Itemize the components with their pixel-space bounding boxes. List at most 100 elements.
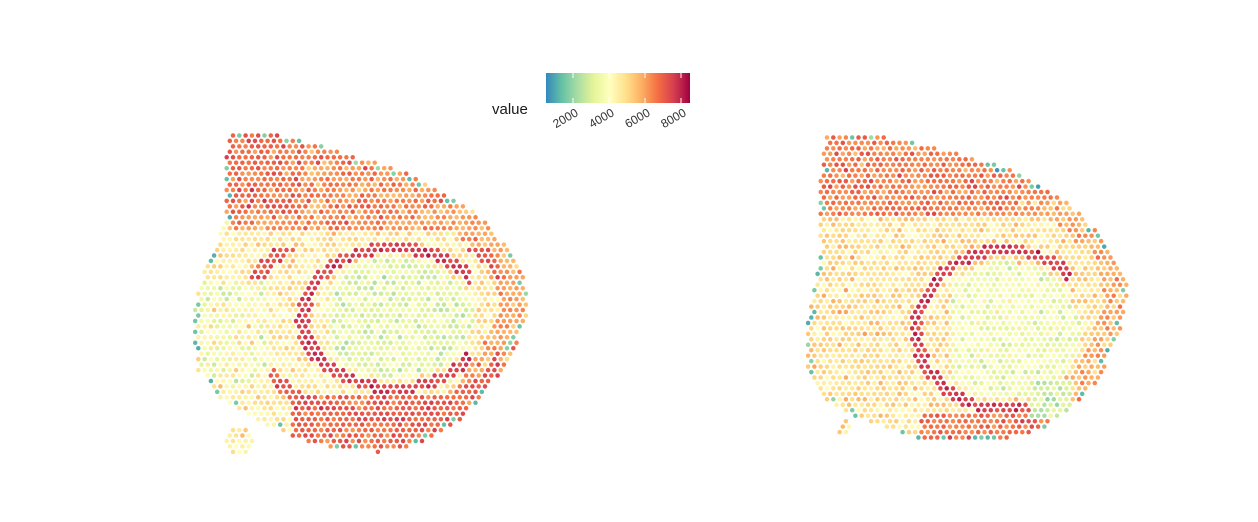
spot: [950, 364, 956, 369]
spot: [957, 167, 962, 173]
spot: [372, 324, 377, 329]
spot: [890, 391, 896, 397]
spot: [849, 342, 855, 348]
spot: [435, 400, 440, 406]
spot: [507, 275, 513, 280]
spot: [853, 369, 858, 375]
spot: [872, 238, 877, 244]
spot: [805, 342, 811, 348]
spot: [1026, 407, 1031, 413]
spot: [363, 296, 368, 302]
spot: [1020, 364, 1025, 369]
spot: [419, 351, 425, 356]
spot: [271, 215, 277, 220]
spot: [511, 324, 516, 329]
spot: [246, 389, 251, 395]
spot: [931, 397, 937, 402]
spot: [941, 391, 946, 397]
spot: [938, 287, 943, 293]
spot: [856, 353, 861, 358]
spot: [476, 340, 481, 346]
spot: [837, 244, 842, 249]
spot: [473, 291, 478, 296]
spot: [953, 304, 959, 309]
spot: [998, 260, 1003, 266]
spot: [489, 264, 494, 269]
spot: [432, 416, 437, 422]
spot: [243, 155, 248, 160]
spot: [221, 247, 226, 253]
spot: [938, 331, 943, 337]
spot: [1073, 304, 1079, 309]
spot: [1026, 353, 1031, 358]
spot: [322, 422, 327, 427]
spot: [274, 275, 280, 280]
spot: [514, 307, 519, 313]
spot: [520, 296, 526, 302]
spot: [246, 411, 251, 416]
spot: [306, 220, 311, 225]
spot: [818, 342, 823, 348]
spot: [328, 356, 333, 362]
spot: [416, 367, 422, 373]
spot: [944, 189, 949, 195]
spot: [1089, 309, 1094, 315]
spot: [824, 309, 830, 315]
spot: [1048, 217, 1053, 222]
spot: [252, 345, 258, 351]
spot: [290, 204, 296, 209]
spot: [1079, 358, 1085, 364]
spot: [438, 264, 444, 269]
spot: [391, 324, 396, 329]
spot: [878, 315, 883, 320]
spot: [950, 309, 956, 315]
spot: [1045, 189, 1050, 195]
spot: [397, 258, 403, 264]
spot: [381, 340, 387, 346]
spot: [265, 411, 270, 416]
spot: [403, 400, 409, 406]
spot: [438, 384, 444, 389]
spot: [296, 411, 302, 416]
spot: [1032, 407, 1038, 413]
spot: [315, 356, 321, 362]
spot: [498, 313, 503, 318]
spot: [441, 247, 447, 253]
spot: [925, 255, 931, 260]
spot: [369, 329, 374, 335]
spot: [337, 198, 343, 204]
spot: [928, 347, 934, 353]
spot: [356, 351, 362, 356]
spot: [227, 367, 233, 373]
spot: [1026, 211, 1031, 217]
spot: [268, 416, 274, 422]
spot: [214, 291, 220, 296]
spot: [928, 238, 934, 244]
spot: [843, 298, 849, 304]
spot: [1038, 233, 1044, 238]
spot: [240, 193, 245, 198]
spot: [334, 160, 340, 165]
spot: [872, 227, 877, 233]
spot: [837, 167, 842, 173]
spot: [963, 353, 968, 358]
spot: [388, 285, 393, 291]
spot: [381, 395, 387, 400]
spot: [419, 187, 425, 193]
spot: [400, 395, 406, 400]
spot: [259, 400, 264, 406]
spot: [224, 351, 229, 356]
spot: [454, 302, 459, 307]
spot: [517, 313, 522, 318]
spot: [887, 233, 893, 238]
spot: [919, 309, 924, 315]
spot: [517, 324, 522, 329]
spot: [259, 280, 264, 286]
spot: [394, 285, 400, 291]
spot: [900, 429, 905, 435]
spot: [237, 329, 242, 335]
spot: [875, 244, 880, 249]
spot: [328, 345, 333, 351]
spot: [221, 324, 226, 329]
spot: [1004, 260, 1009, 266]
